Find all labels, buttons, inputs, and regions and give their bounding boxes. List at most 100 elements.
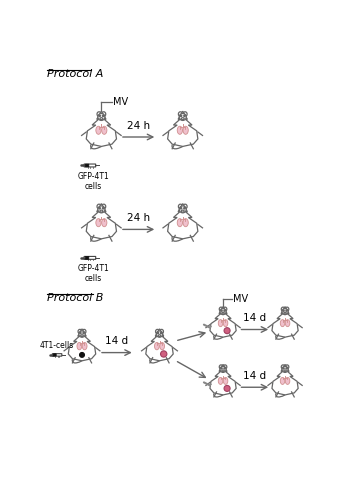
Circle shape [224, 310, 225, 311]
Ellipse shape [78, 330, 82, 334]
Ellipse shape [220, 308, 226, 314]
Text: 24 h: 24 h [127, 121, 150, 131]
Circle shape [221, 310, 222, 311]
Ellipse shape [222, 370, 224, 372]
FancyBboxPatch shape [85, 256, 89, 260]
Circle shape [102, 115, 104, 116]
Ellipse shape [183, 112, 187, 116]
Ellipse shape [220, 366, 226, 372]
Circle shape [80, 352, 84, 357]
Circle shape [102, 208, 104, 209]
FancyBboxPatch shape [52, 354, 62, 356]
Text: Protocol B: Protocol B [47, 292, 103, 302]
Ellipse shape [219, 307, 223, 311]
PathPatch shape [272, 364, 298, 395]
Circle shape [161, 351, 167, 357]
Circle shape [180, 115, 182, 116]
Ellipse shape [155, 342, 159, 350]
Ellipse shape [97, 112, 101, 116]
Ellipse shape [81, 334, 83, 336]
Circle shape [99, 115, 100, 116]
Text: MV: MV [113, 97, 128, 107]
Ellipse shape [177, 218, 182, 226]
Circle shape [224, 386, 230, 392]
Ellipse shape [160, 342, 164, 350]
Ellipse shape [96, 218, 101, 226]
Text: GFP-4T1
cells: GFP-4T1 cells [78, 172, 109, 191]
Circle shape [184, 115, 185, 116]
Ellipse shape [98, 206, 105, 213]
PathPatch shape [210, 306, 236, 337]
Circle shape [286, 368, 287, 369]
Ellipse shape [280, 320, 285, 326]
Ellipse shape [218, 378, 223, 384]
Circle shape [221, 368, 222, 369]
Ellipse shape [179, 206, 186, 213]
Ellipse shape [96, 126, 101, 134]
Ellipse shape [77, 342, 82, 350]
Ellipse shape [222, 312, 224, 314]
Ellipse shape [282, 366, 288, 372]
Ellipse shape [158, 334, 161, 336]
Ellipse shape [282, 308, 288, 314]
PathPatch shape [210, 364, 236, 395]
Ellipse shape [183, 126, 188, 134]
Ellipse shape [97, 204, 101, 209]
Ellipse shape [177, 126, 182, 134]
Ellipse shape [102, 204, 106, 209]
Ellipse shape [181, 118, 184, 120]
PathPatch shape [68, 329, 96, 361]
Ellipse shape [79, 331, 85, 337]
Ellipse shape [179, 204, 182, 209]
Circle shape [180, 208, 182, 209]
Circle shape [83, 332, 84, 334]
Circle shape [80, 332, 81, 334]
Ellipse shape [156, 330, 159, 334]
Ellipse shape [223, 378, 228, 384]
Ellipse shape [281, 307, 285, 311]
Circle shape [99, 208, 100, 209]
Ellipse shape [181, 210, 184, 212]
Ellipse shape [102, 112, 106, 116]
Ellipse shape [284, 312, 286, 314]
Ellipse shape [100, 210, 103, 212]
Circle shape [184, 208, 185, 209]
Ellipse shape [284, 370, 286, 372]
Text: 24 h: 24 h [127, 213, 150, 223]
Ellipse shape [82, 342, 87, 350]
Circle shape [224, 368, 225, 369]
PathPatch shape [86, 111, 117, 146]
Ellipse shape [102, 218, 107, 226]
Text: Protocol A: Protocol A [47, 69, 103, 79]
Ellipse shape [285, 307, 289, 311]
PathPatch shape [168, 204, 198, 239]
Ellipse shape [179, 114, 186, 120]
Circle shape [283, 368, 284, 369]
PathPatch shape [168, 111, 198, 146]
Ellipse shape [98, 114, 105, 120]
Ellipse shape [280, 378, 285, 384]
Text: 14 d: 14 d [243, 371, 266, 381]
Ellipse shape [183, 218, 188, 226]
Text: 14 d: 14 d [243, 314, 266, 324]
Polygon shape [210, 384, 211, 386]
FancyBboxPatch shape [53, 354, 56, 356]
FancyBboxPatch shape [85, 164, 89, 167]
Text: GFP-4T1
cells: GFP-4T1 cells [78, 264, 109, 283]
Circle shape [283, 310, 284, 311]
Ellipse shape [223, 307, 227, 311]
PathPatch shape [86, 204, 117, 239]
Ellipse shape [218, 320, 223, 326]
Ellipse shape [102, 126, 107, 134]
Ellipse shape [179, 112, 182, 116]
Ellipse shape [160, 330, 163, 334]
Ellipse shape [156, 331, 163, 337]
Circle shape [286, 310, 287, 311]
Ellipse shape [285, 378, 290, 384]
Circle shape [161, 332, 162, 334]
Text: 14 d: 14 d [105, 336, 128, 346]
Text: 4T1-cells: 4T1-cells [39, 340, 74, 349]
Ellipse shape [285, 320, 290, 326]
Ellipse shape [100, 118, 103, 120]
Ellipse shape [183, 204, 187, 209]
